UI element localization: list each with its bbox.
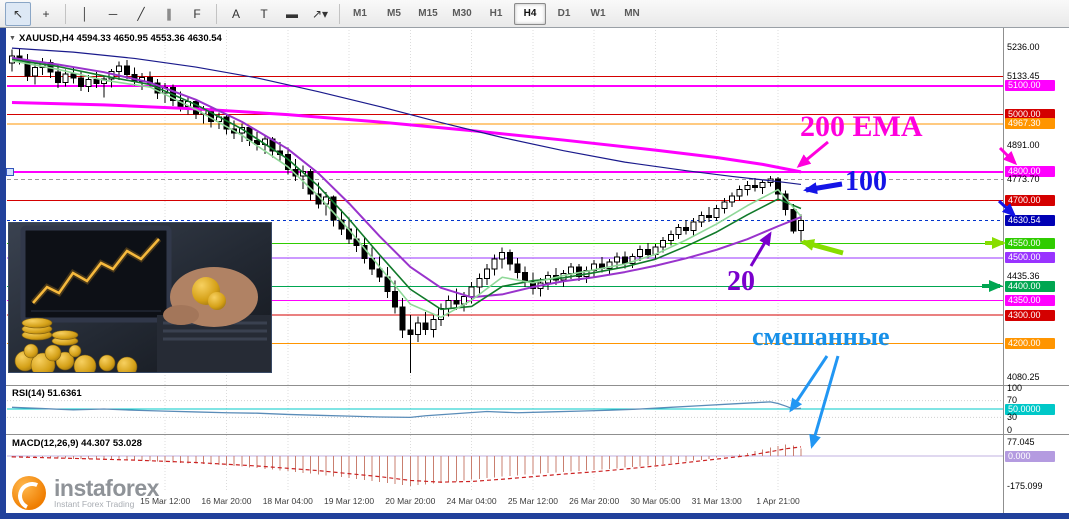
macd-panel-separator[interactable]: [6, 434, 1069, 435]
window-frame-left: [0, 28, 6, 519]
scale-label-4200.00: 4200.00: [1005, 338, 1055, 350]
timeframe-d1[interactable]: D1: [557, 8, 571, 19]
scale-label-5000.00: 5000.00: [1005, 109, 1055, 121]
chart-menu-caret-icon[interactable]: ▼: [9, 35, 16, 42]
label-tool[interactable]: T: [260, 6, 268, 21]
scale-label-4400.00: 4400.00: [1005, 280, 1055, 292]
timeframe-m15[interactable]: M15: [418, 8, 438, 19]
price-scale: 5236.00 5133.45 5100.00 5000.00 4967.30 4891.…: [1004, 28, 1069, 514]
photo-inset: [8, 222, 272, 378]
crosshair-tool[interactable]: +: [42, 6, 50, 21]
scale-label-4800.00: 4800.00: [1005, 166, 1055, 178]
scale-label-4700.00: 4700.00: [1005, 194, 1055, 206]
rsi-panel-separator[interactable]: [6, 385, 1069, 386]
scale-label-4967.30: 4967.30: [1005, 118, 1055, 130]
time-label: 19 Mar 12:00: [323, 496, 375, 506]
scale-label-0.000: 0.000: [1005, 450, 1055, 462]
price-scale-divider: [1003, 28, 1004, 514]
toolbar-separator: [65, 3, 66, 24]
scale-label-4500.00: 4500.00: [1005, 252, 1055, 264]
scale-label-30: 30: [1007, 411, 1018, 422]
time-label: 20 Mar 20:00: [385, 496, 436, 506]
scale-label-4080.25: 4080.25: [1007, 372, 1040, 383]
scale-label--175.099: -175.099: [1007, 480, 1043, 491]
scale-label-0: 0: [1007, 424, 1013, 435]
fibonacci-tool[interactable]: F: [193, 6, 201, 21]
time-label: 15 Mar 12:00: [140, 496, 191, 506]
trendline-tool[interactable]: ╱: [137, 6, 145, 21]
time-label: 1 Apr 21:00: [756, 496, 800, 506]
scale-label-4350.00: 4350.00: [1005, 295, 1055, 307]
time-label: 30 Mar 05:00: [630, 496, 681, 506]
time-axis: 15 Mar 12:00 16 Mar 20:00 18 Mar 04:00 19 M…: [6, 494, 1003, 510]
horizontal-line-tool[interactable]: ─: [108, 6, 118, 21]
timeframe-m5[interactable]: M5: [387, 8, 401, 19]
scale-label-4435.36: 4435.36: [1007, 270, 1040, 281]
annotation-20: 20: [727, 266, 755, 297]
scale-label-77.045: 77.045: [1007, 437, 1035, 448]
timeframe-w1[interactable]: W1: [590, 8, 606, 19]
time-label: 16 Mar 20:00: [201, 496, 252, 506]
scale-label-100: 100: [1007, 382, 1023, 393]
cursor-tool[interactable]: ↖: [5, 1, 31, 26]
instaforex-logo-icon: [12, 476, 46, 510]
toolbar-separator: [216, 3, 217, 24]
watermark-brand: instaforex: [54, 475, 159, 501]
scale-label-5133.45: 5133.45: [1007, 70, 1040, 81]
timeframe-h4[interactable]: H4: [514, 2, 546, 25]
annotation-200ema: 200 EMA: [800, 110, 923, 143]
symbol-ohlc-header: XAUUSD,H4 4594.33 4650.95 4553.36 4630.5…: [19, 33, 222, 44]
time-label: 25 Mar 12:00: [507, 496, 558, 506]
time-label: 31 Mar 13:00: [691, 496, 742, 506]
hline-anchor-handle[interactable]: [6, 168, 14, 176]
scale-label-4300.00: 4300.00: [1005, 309, 1055, 321]
annotation-100: 100: [845, 166, 887, 197]
watermark-tagline: Instant Forex Trading: [54, 499, 135, 509]
time-label: 18 Mar 04:00: [262, 496, 313, 506]
timeframe-m30[interactable]: M30: [452, 8, 472, 19]
timeframe-mn[interactable]: MN: [624, 8, 640, 19]
gold-trading-photo: [9, 223, 271, 378]
scale-label-4891.00: 4891.00: [1007, 140, 1040, 151]
window-frame-bottom: [0, 513, 1069, 519]
timeframe-m1[interactable]: M1: [353, 8, 367, 19]
scale-label-4773.70: 4773.70: [1007, 173, 1040, 184]
toolbar-separator: [339, 3, 340, 24]
annotation-mixed: смешанные: [752, 322, 890, 351]
scale-label-5236.00: 5236.00: [1007, 41, 1040, 52]
toolbar-timeframes-group: M1 M5 M15 M30 H1 H4 D1 W1 MN: [344, 2, 648, 25]
toolbar: ↖ + │ ─ ╱ ∥ F A T ▬ ↗▾ M1 M5 M15 M30 H1 H4 D1 W1 MN: [0, 0, 1069, 28]
scale-label-50.0000: 50.0000: [1005, 403, 1055, 415]
scale-label-4630.54: 4630.54: [1005, 214, 1055, 226]
scale-label-4550.00: 4550.00: [1005, 237, 1055, 249]
timeframe-h1[interactable]: H1: [489, 8, 503, 19]
scale-label-5100.00: 5100.00: [1005, 80, 1055, 92]
time-label: 26 Mar 20:00: [569, 496, 620, 506]
text-tool[interactable]: A: [231, 6, 240, 21]
channel-tool[interactable]: ∥: [166, 6, 172, 21]
arrows-tool[interactable]: ↗▾: [311, 6, 329, 21]
rsi-indicator-label: RSI(14) 51.6361: [12, 388, 82, 399]
broker-watermark: instaforex Instant Forex Trading: [12, 476, 159, 510]
scale-label-70: 70: [1007, 395, 1018, 406]
time-label: 24 Mar 04:00: [446, 496, 497, 506]
shapes-tool[interactable]: ▬: [286, 6, 298, 21]
vertical-line-tool[interactable]: │: [81, 6, 89, 21]
toolbar-tools-group: ↖ + │ ─ ╱ ∥ F A T ▬ ↗▾: [5, 1, 344, 26]
macd-indicator-label: MACD(12,26,9) 44.307 53.028: [12, 438, 142, 449]
